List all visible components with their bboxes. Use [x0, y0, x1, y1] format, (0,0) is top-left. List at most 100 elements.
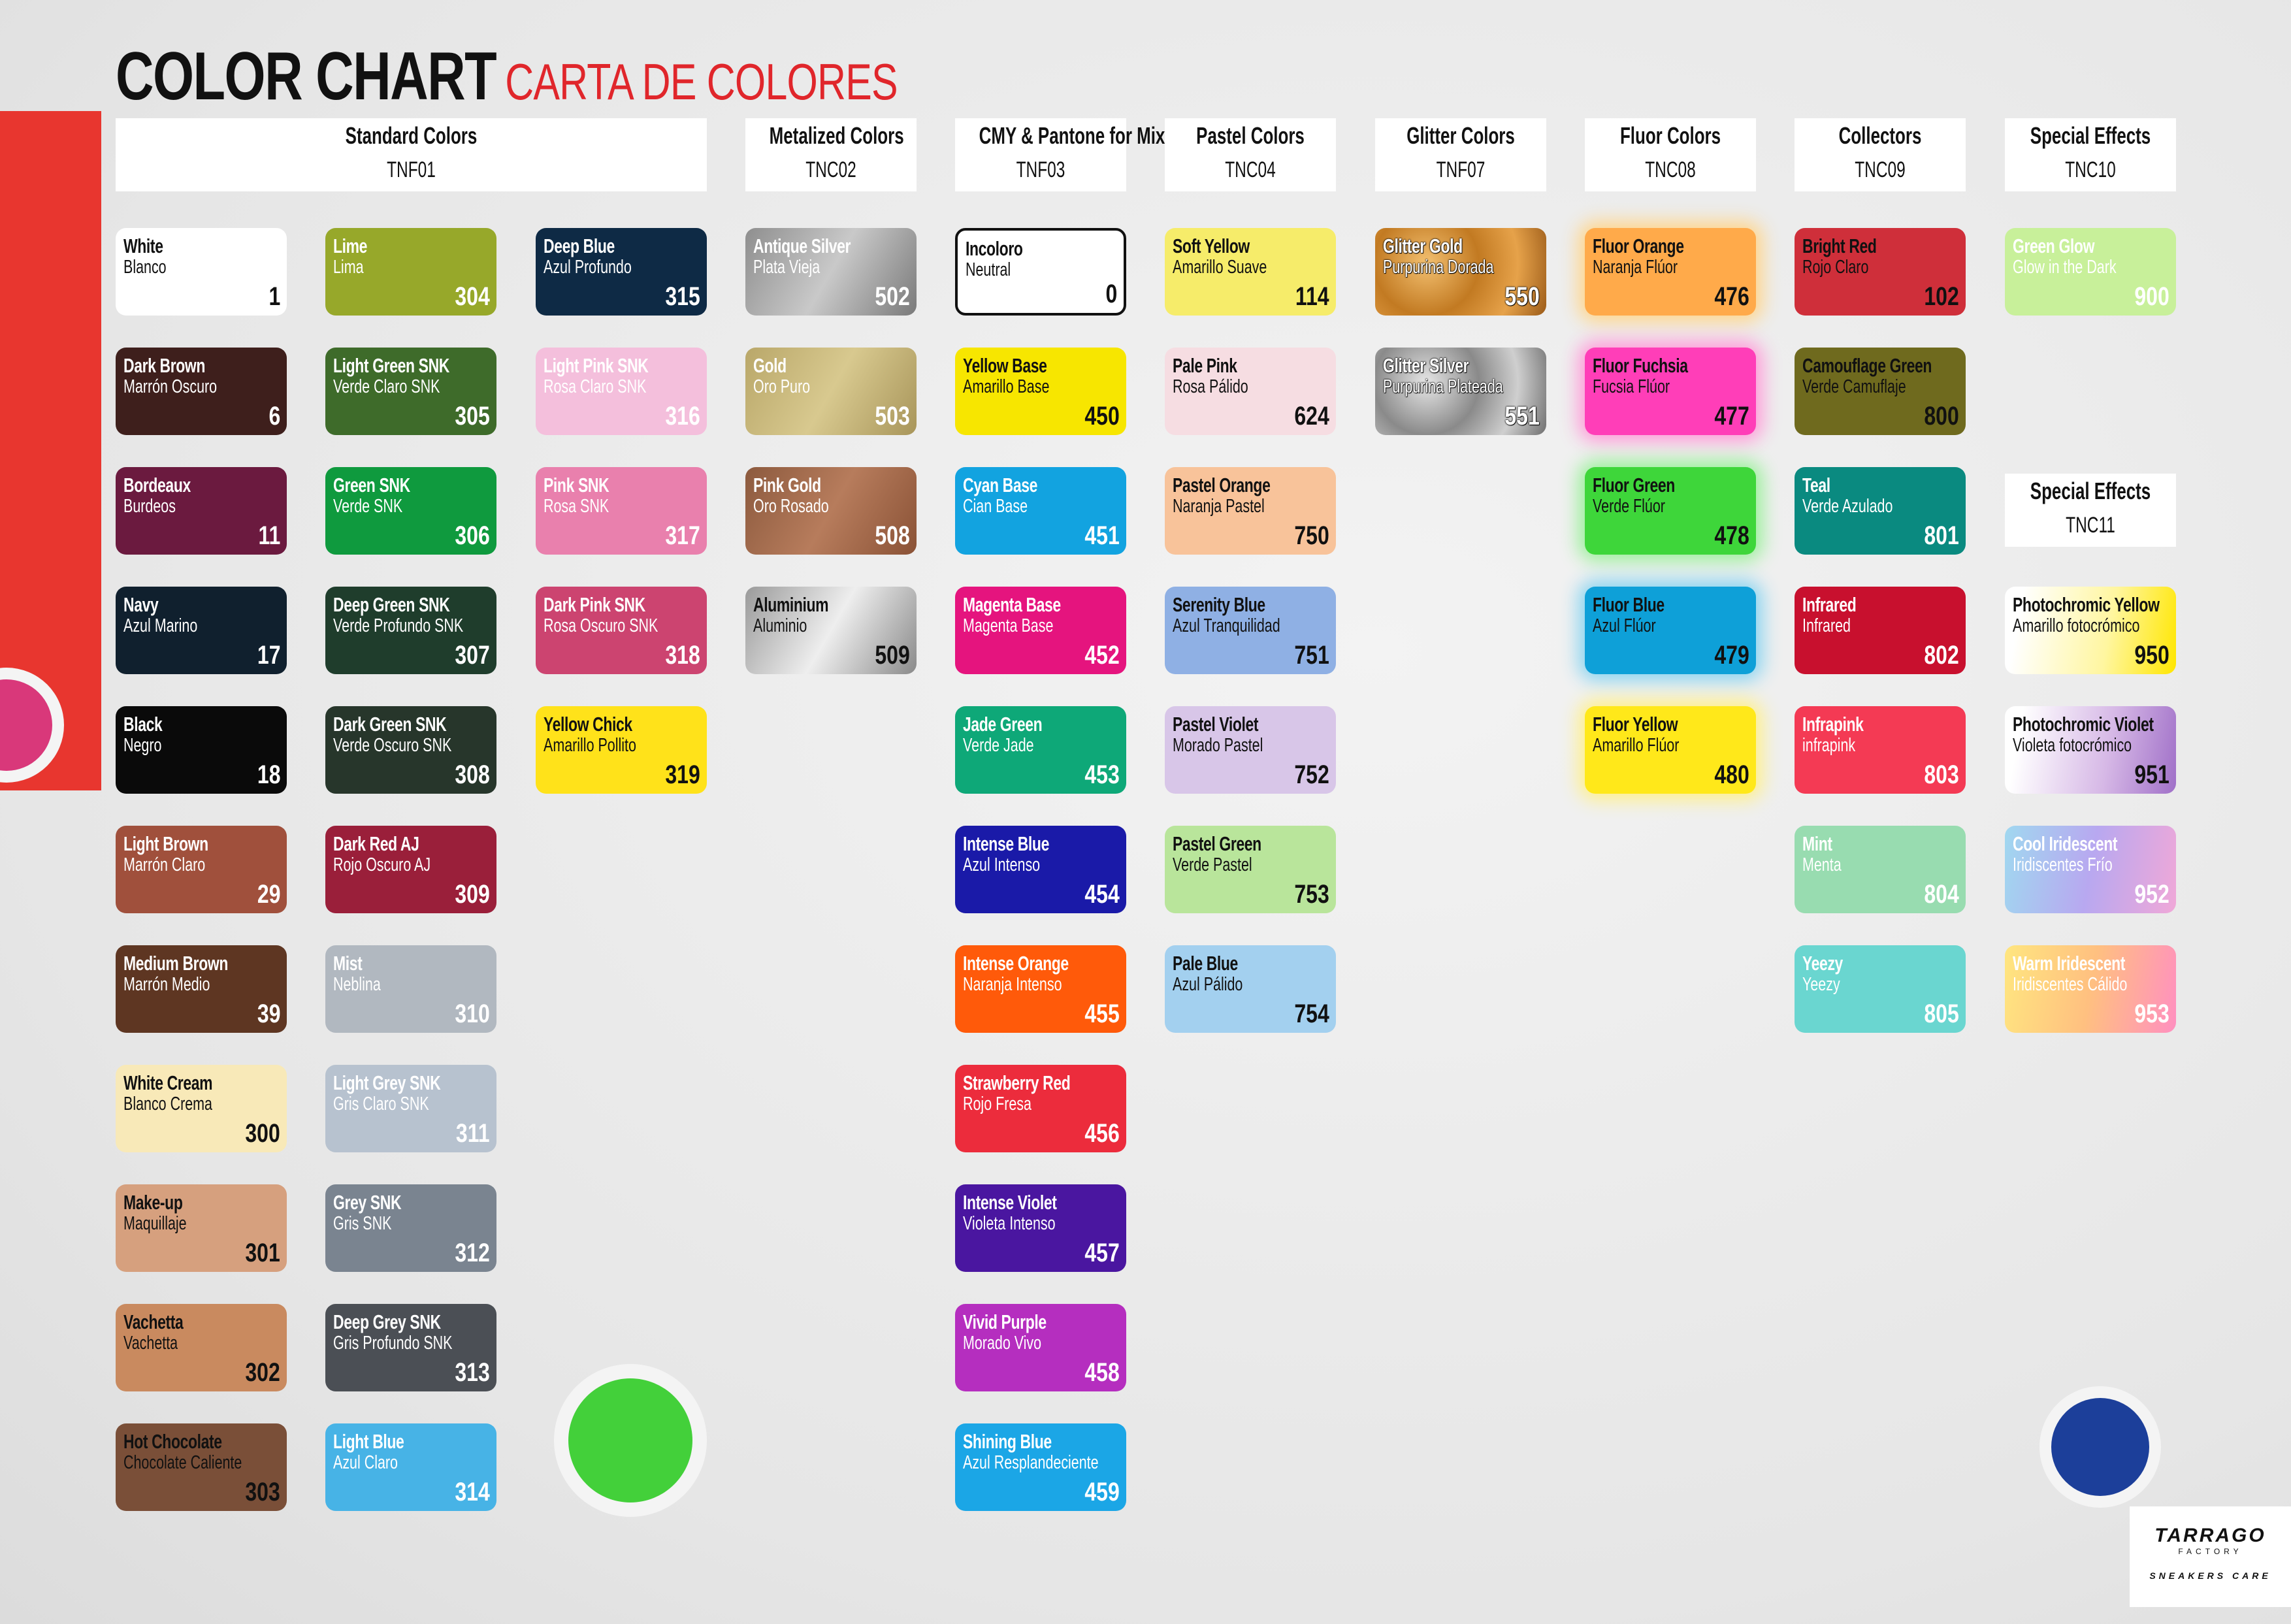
swatch-name-spanish: Magenta Base — [963, 615, 1054, 636]
swatch-name: Aluminium — [753, 593, 829, 616]
swatch-number: 29 — [257, 880, 280, 909]
swatch-name-spanish: Vachetta — [123, 1333, 178, 1354]
color-swatch-804: Mint Menta 804 — [1795, 826, 1966, 913]
color-swatch-950: Photochromic Yellow Amarillo fotocrómico 9… — [2005, 587, 2176, 674]
color-swatch-550: Glitter Gold Purpurina Dorada 550 — [1375, 228, 1546, 316]
swatch-name: Mint — [1802, 832, 1832, 855]
color-swatch-750: Pastel Orange Naranja Pastel 750 — [1165, 467, 1336, 555]
color-swatch-509: Aluminium Aluminio 509 — [745, 587, 917, 674]
color-swatch-508: Pink Gold Oro Rosado 508 — [745, 467, 917, 555]
group-header-tnc09: Collectors TNC09 — [1795, 118, 1966, 191]
swatch-name: Gold — [753, 354, 787, 377]
color-swatch-303: Hot Chocolate Chocolate Caliente 303 — [116, 1423, 287, 1511]
swatch-name-spanish: Azul Profundo — [544, 257, 632, 278]
swatch-number: 952 — [2134, 880, 2169, 909]
color-swatch-310: Mist Neblina 310 — [325, 945, 496, 1033]
swatch-name-spanish: Burdeos — [123, 496, 176, 517]
swatch-number: 39 — [257, 999, 280, 1028]
swatch-number: 18 — [257, 760, 280, 789]
swatch-name: Grey SNK — [333, 1191, 402, 1214]
swatch-number: 312 — [455, 1239, 490, 1267]
swatch-number: 502 — [875, 282, 910, 311]
group-header-tnf03: CMY & Pantone for Mixtures TNF03 — [955, 118, 1207, 191]
swatch-name-spanish: Fucsia Flúor — [1593, 376, 1670, 397]
swatch-name-spanish: Yeezy — [1802, 974, 1840, 995]
swatch-number: 802 — [1924, 641, 1959, 670]
swatch-name-spanish: Azul Marino — [123, 615, 198, 636]
color-swatch-477: Fluor Fuchsia Fucsia Flúor 477 — [1585, 348, 1756, 435]
color-swatch-805: Yeezy Yeezy 805 — [1795, 945, 1966, 1033]
color-swatch-319: Yellow Chick Amarillo Pollito 319 — [536, 706, 707, 794]
swatch-number: 450 — [1084, 402, 1120, 430]
color-swatch-17: Navy Azul Marino 17 — [116, 587, 287, 674]
swatch-name: Intense Violet — [963, 1191, 1057, 1214]
swatch-name: Make-up — [123, 1191, 183, 1214]
brand-logo: TARRAGO FACTORY SNEAKERS CARE — [2130, 1506, 2291, 1607]
color-swatch-307: Deep Green SNK Verde Profundo SNK 307 — [325, 587, 496, 674]
swatch-name-spanish: Infrared — [1802, 615, 1851, 636]
color-swatch-953: Warm Iridescent Iridiscentes Cálido 953 — [2005, 945, 2176, 1033]
group-header-tnc08: Fluor Colors TNC08 — [1585, 118, 1756, 191]
color-swatch-751: Serenity Blue Azul Tranquilidad 751 — [1165, 587, 1336, 674]
swatch-name-spanish: Marrón Oscuro — [123, 376, 218, 397]
swatch-name: Strawberry Red — [963, 1071, 1071, 1094]
swatch-name: Deep Grey SNK — [333, 1310, 441, 1333]
swatch-name-spanish: Neblina — [333, 974, 381, 995]
swatch-name: Black — [123, 713, 163, 736]
swatch-name: Infrapink — [1802, 713, 1864, 736]
logo-sub: FACTORY — [2178, 1547, 2243, 1556]
group-code: TNC09 — [1855, 157, 1906, 182]
swatch-name: White Cream — [123, 1071, 213, 1094]
swatch-name: Dark Pink SNK — [544, 593, 645, 616]
swatch-name: Dark Brown — [123, 354, 206, 377]
swatch-name-spanish: Purpurina Plateada — [1383, 376, 1503, 397]
swatch-name: Light Blue — [333, 1430, 404, 1453]
swatch-name-spanish: Amarillo fotocrómico — [2013, 615, 2140, 636]
swatch-name: Pastel Violet — [1173, 713, 1259, 736]
swatch-number: 310 — [455, 999, 490, 1028]
swatch-name-spanish: Gris Profundo SNK — [333, 1333, 453, 1354]
group-title: Standard Colors — [345, 122, 478, 149]
color-swatch-306: Green SNK Verde SNK 306 — [325, 467, 496, 555]
swatch-number: 480 — [1714, 760, 1749, 789]
group-title: Fluor Colors — [1619, 122, 1721, 149]
swatch-name: Fluor Orange — [1593, 235, 1684, 257]
swatch-number: 0 — [1105, 280, 1117, 308]
swatch-number: 624 — [1294, 402, 1329, 430]
swatch-name-spanish: Blanco Crema — [123, 1094, 212, 1114]
group-title: Metalized Colors — [769, 122, 904, 149]
swatch-name-spanish: Verde Profundo SNK — [333, 615, 464, 636]
swatch-name-spanish: Blanco — [123, 257, 167, 278]
color-swatch-502: Antique Silver Plata Vieja 502 — [745, 228, 917, 316]
swatch-name: Vachetta — [123, 1310, 184, 1333]
group-code: TNC08 — [1645, 157, 1696, 182]
swatch-name-spanish: Naranja Flúor — [1593, 257, 1678, 278]
swatch-number: 302 — [245, 1358, 280, 1387]
color-swatch-102: Bright Red Rojo Claro 102 — [1795, 228, 1966, 316]
swatch-name-spanish: Verde SNK — [333, 496, 403, 517]
swatch-number: 454 — [1084, 880, 1120, 909]
swatch-name: Cyan Base — [963, 474, 1037, 496]
swatch-name-spanish: Iridiscentes Cálido — [2013, 974, 2128, 995]
color-swatch-309: Dark Red AJ Rojo Oscuro AJ 309 — [325, 826, 496, 913]
swatch-number: 900 — [2134, 282, 2169, 311]
swatch-name: Photochromic Violet — [2013, 713, 2154, 736]
swatch-name: Cool Iridescent — [2013, 832, 2118, 855]
swatch-number: 313 — [455, 1358, 490, 1387]
swatch-number: 304 — [455, 282, 490, 311]
logo-tagline: SNEAKERS CARE — [2149, 1570, 2271, 1581]
swatch-number: 805 — [1924, 999, 1959, 1028]
color-swatch-39: Medium Brown Marrón Medio 39 — [116, 945, 287, 1033]
swatch-name-spanish: Oro Puro — [753, 376, 811, 397]
color-swatch-456: Strawberry Red Rojo Fresa 456 — [955, 1065, 1126, 1152]
swatch-name: Teal — [1802, 474, 1830, 496]
swatch-name-spanish: Rojo Claro — [1802, 257, 1869, 278]
swatch-name-spanish: Azul Pálido — [1173, 974, 1243, 995]
color-swatch-800: Camouflage Green Verde Camuflaje 800 — [1795, 348, 1966, 435]
color-swatch-551: Glitter Silver Purpurina Plateada 551 — [1375, 348, 1546, 435]
swatch-name: Magenta Base — [963, 593, 1061, 616]
swatch-name: Medium Brown — [123, 952, 228, 975]
swatch-name-spanish: Verde Oscuro SNK — [333, 735, 452, 756]
swatch-name-spanish: Negro — [123, 735, 162, 756]
swatch-name: Pink SNK — [544, 474, 609, 496]
